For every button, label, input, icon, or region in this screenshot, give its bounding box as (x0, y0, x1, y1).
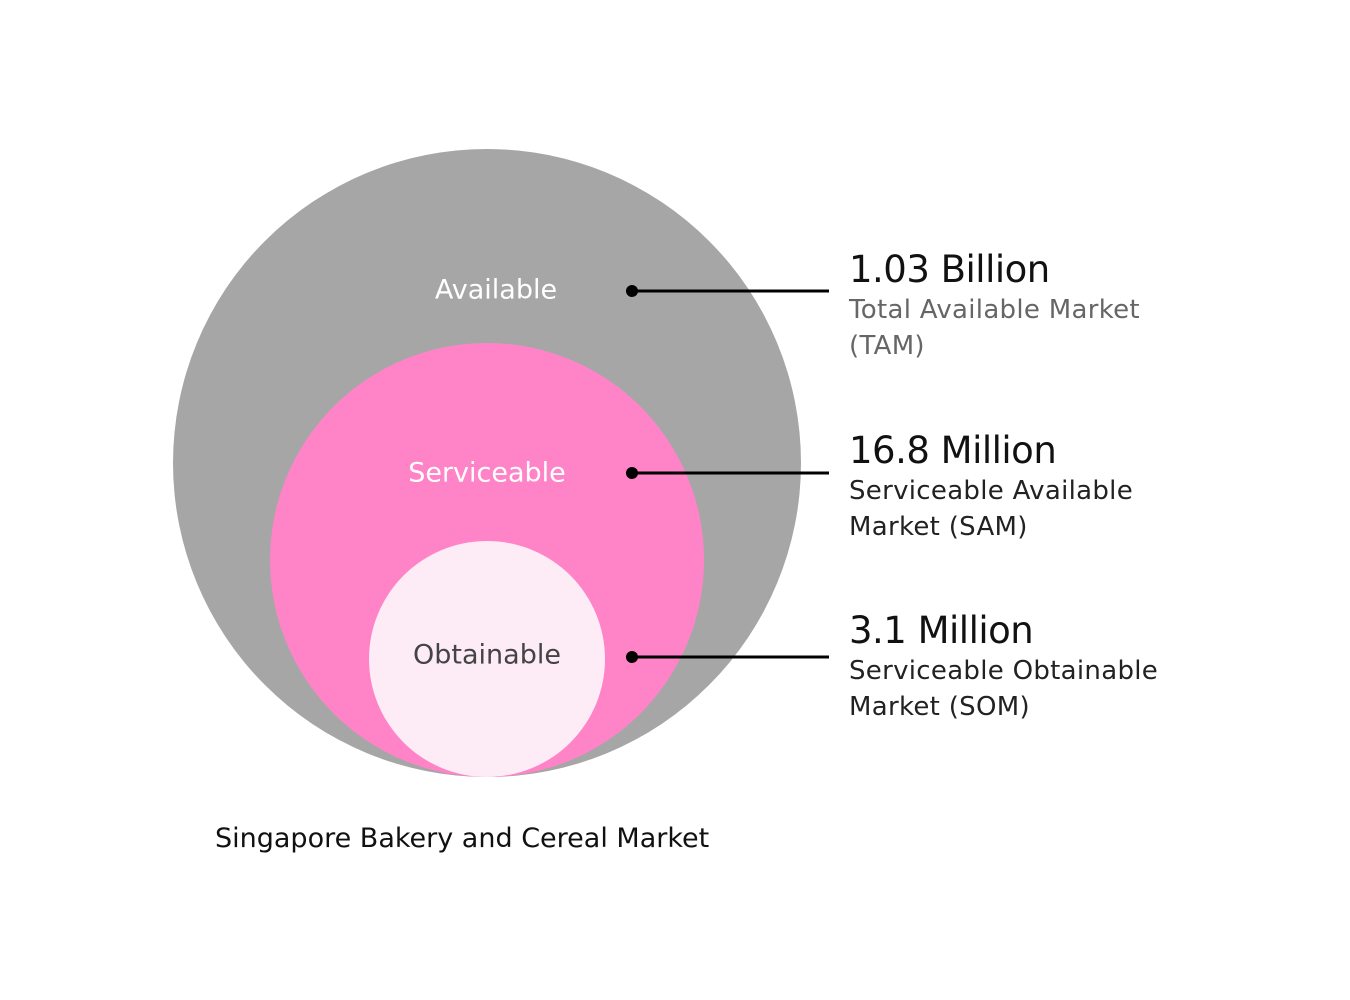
tam-circle-label: Available (435, 275, 557, 306)
som-info: 3.1 Million Serviceable Obtainable Marke… (849, 609, 1269, 725)
sam-value: 16.8 Million (849, 429, 1057, 472)
sam-description: Serviceable Available Market (SAM) (849, 476, 1133, 542)
diagram-caption: Singapore Bakery and Cereal Market (215, 823, 710, 854)
som-connector (626, 651, 829, 663)
tam-value: 1.03 Billion (849, 248, 1050, 291)
som-circle-label: Obtainable (413, 640, 561, 671)
sam-info: 16.8 Million Serviceable Available Marke… (849, 429, 1269, 545)
som-description: Serviceable Obtainable Market (SOM) (849, 656, 1159, 722)
som-circle (369, 541, 605, 777)
tam-info: 1.03 Billion Total Available Market (TAM… (849, 248, 1269, 364)
sam-circle-label: Serviceable (408, 458, 566, 489)
tam-connector (626, 285, 829, 297)
sam-connector (626, 467, 829, 479)
tam-description: Total Available Market (TAM) (849, 295, 1140, 361)
som-value: 3.1 Million (849, 609, 1034, 652)
